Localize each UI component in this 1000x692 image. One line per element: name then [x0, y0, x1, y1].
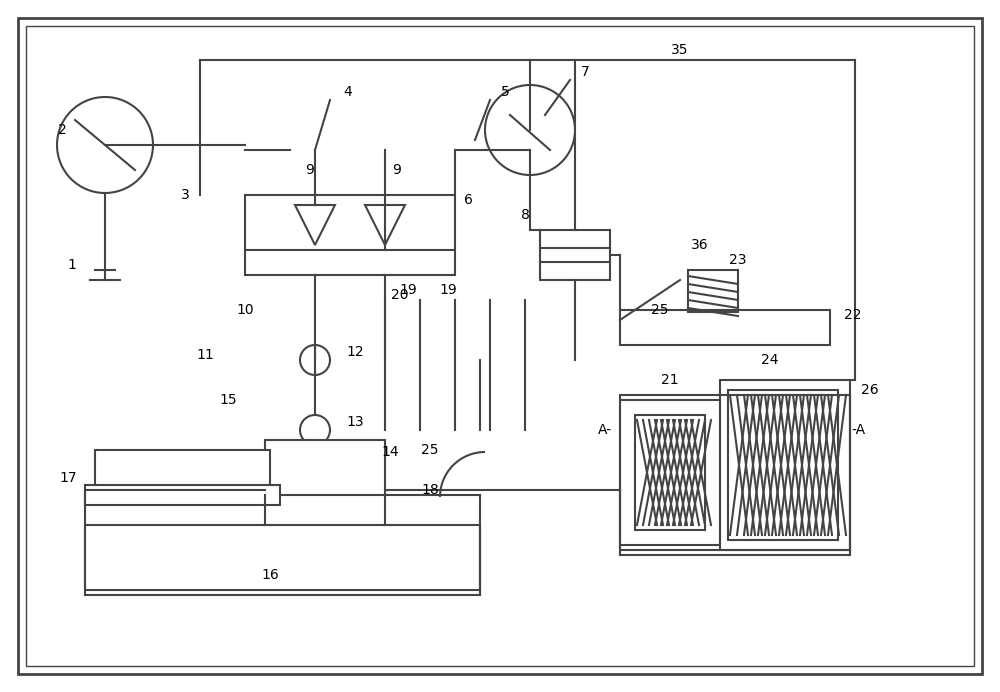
Text: 25: 25: [421, 443, 439, 457]
Text: 2: 2: [58, 123, 66, 137]
Text: A-: A-: [598, 423, 612, 437]
Text: 7: 7: [581, 65, 589, 79]
Text: 23: 23: [729, 253, 747, 267]
Text: -A: -A: [851, 423, 865, 437]
Bar: [720, 380, 850, 550]
Text: 12: 12: [346, 345, 364, 359]
Text: 5: 5: [501, 85, 509, 99]
Bar: [265, 440, 385, 495]
Bar: [620, 310, 830, 345]
Text: 8: 8: [521, 208, 529, 222]
Text: 19: 19: [399, 283, 417, 297]
Bar: [728, 390, 838, 540]
Bar: [245, 195, 455, 275]
Text: 36: 36: [691, 238, 709, 252]
Text: 3: 3: [181, 188, 189, 202]
Bar: [540, 230, 610, 280]
Bar: [85, 485, 280, 505]
Bar: [688, 270, 738, 312]
Bar: [620, 395, 850, 550]
Text: 24: 24: [761, 353, 779, 367]
Text: 10: 10: [236, 303, 254, 317]
Text: 14: 14: [381, 445, 399, 459]
Text: 17: 17: [59, 471, 77, 485]
Text: 13: 13: [346, 415, 364, 429]
Text: 22: 22: [844, 308, 862, 322]
Text: 26: 26: [861, 383, 879, 397]
Text: 15: 15: [219, 393, 237, 407]
Bar: [85, 525, 480, 590]
Bar: [620, 400, 720, 545]
Text: 9: 9: [306, 163, 314, 177]
Text: 9: 9: [393, 163, 401, 177]
Text: 1: 1: [68, 258, 76, 272]
Bar: [95, 450, 270, 495]
Text: 25: 25: [651, 303, 669, 317]
Text: 11: 11: [196, 348, 214, 362]
Text: 20: 20: [391, 288, 409, 302]
Bar: [635, 415, 705, 530]
Text: 18: 18: [421, 483, 439, 497]
Text: 16: 16: [261, 568, 279, 582]
Text: 21: 21: [661, 373, 679, 387]
Text: 19: 19: [439, 283, 457, 297]
Text: 6: 6: [464, 193, 472, 207]
Text: 4: 4: [344, 85, 352, 99]
Text: 35: 35: [671, 43, 689, 57]
